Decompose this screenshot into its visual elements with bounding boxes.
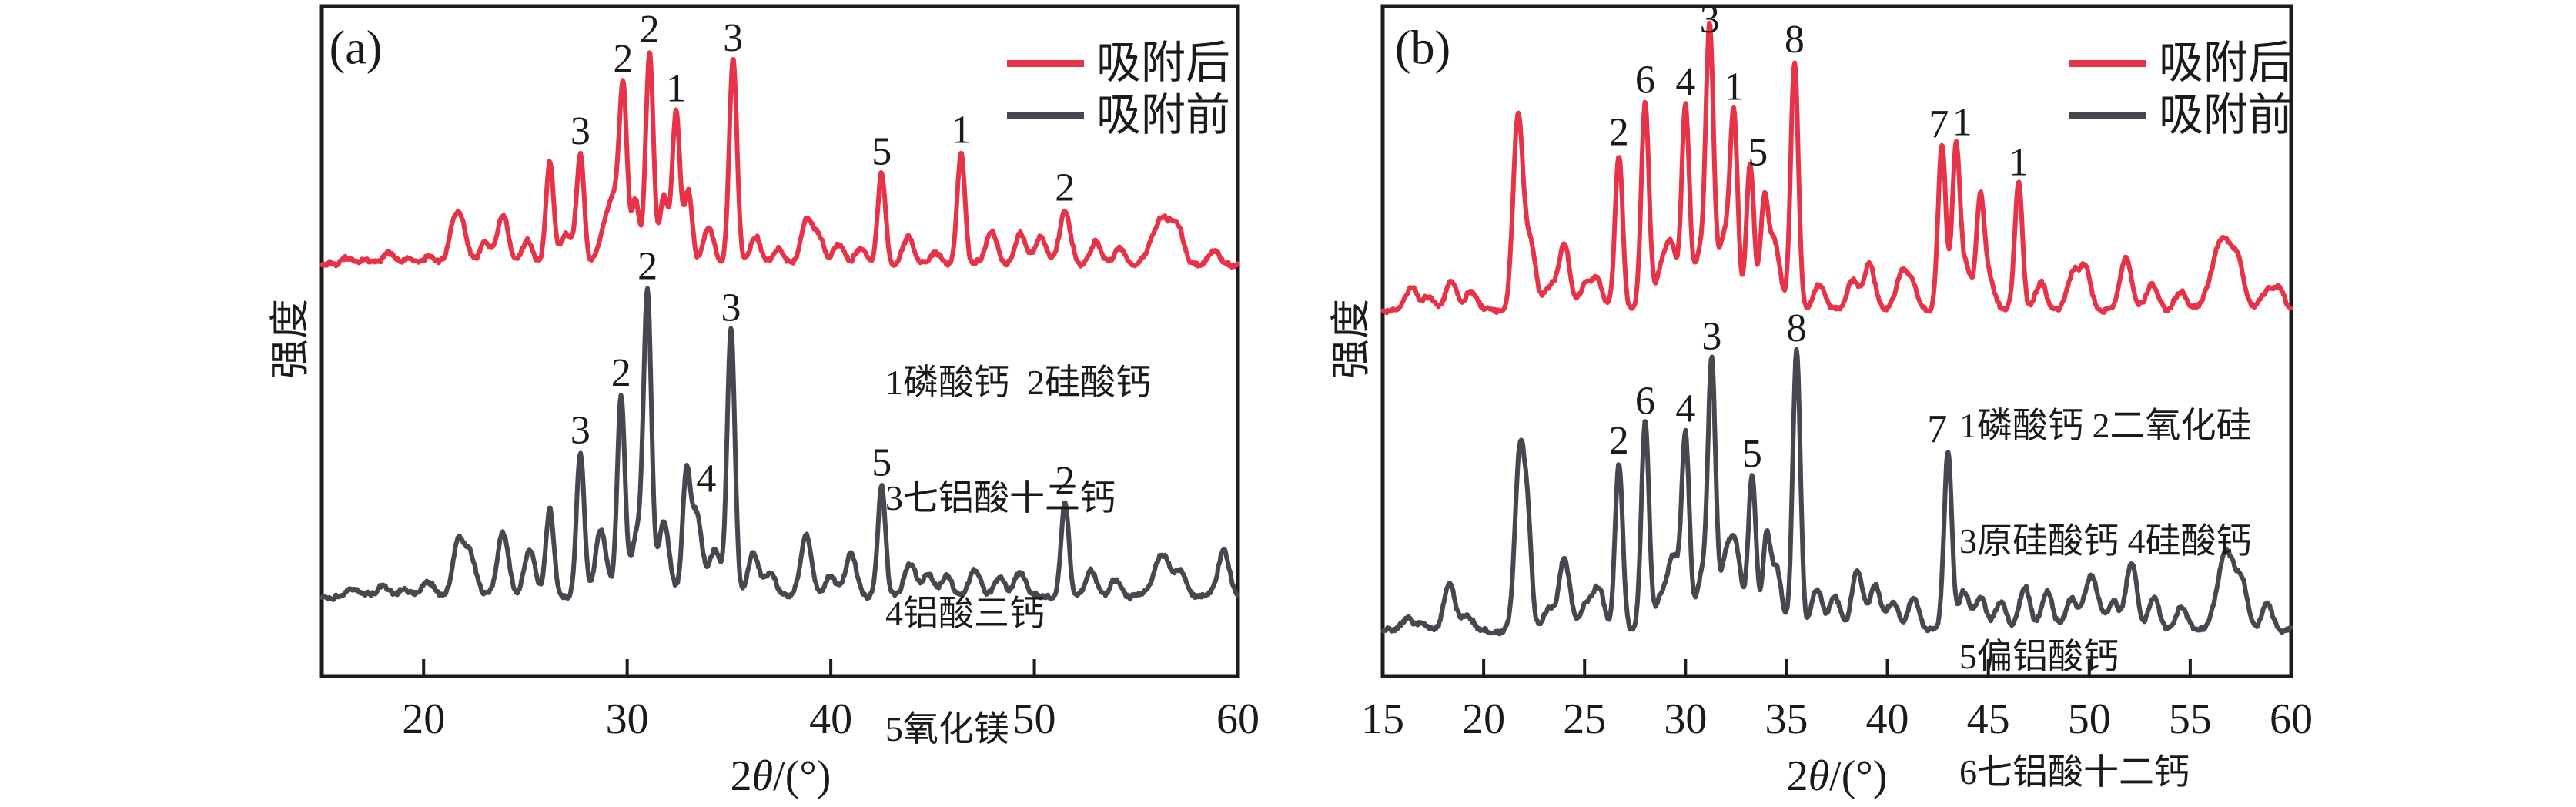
peak-label-1-(b): 1: [1952, 100, 1972, 144]
legend-line-before-icon: [2069, 112, 2146, 119]
x-tick-label: 40: [809, 695, 852, 743]
phase-key-a: 1磷酸钙 2硅酸钙 3七铝酸十二钙 4铝酸三钙 5氧化镁: [885, 286, 1151, 807]
peak-label-7-(b): 7: [1927, 407, 1947, 451]
peak-label-4-(b): 4: [1675, 60, 1695, 104]
x-tick-label: 60: [1216, 695, 1260, 743]
peak-label-5-(b): 5: [1748, 131, 1768, 175]
x-title-b-suffix: /(°): [1829, 752, 1888, 800]
peak-label-1-(b): 1: [1724, 65, 1744, 109]
peak-label-2-(a): 2: [1055, 459, 1075, 503]
y-axis-label-b: 强度: [1330, 298, 1374, 380]
peak-label-1-(a): 1: [666, 67, 686, 111]
panel-a-label: (a): [329, 22, 383, 75]
x-tick-label: 20: [402, 695, 445, 743]
legend-line-before-icon: [1007, 112, 1084, 119]
peak-label-2-(a): 2: [1055, 166, 1075, 210]
phase-key-a-line4: 5氧化镁: [885, 709, 1009, 748]
phase-key-b-line2: 3原硅酸钙 4硅酸钙: [1959, 521, 2252, 561]
legend-b-after-label: 吸附后: [2159, 38, 2293, 88]
phase-key-b-line4: 6七铝酸十二钙: [1959, 752, 2190, 792]
phase-key-a-line3: 4铝酸三钙: [885, 594, 1045, 633]
peak-label-2-(a): 2: [637, 245, 657, 289]
peak-label-2-(b): 2: [1609, 111, 1629, 155]
x-tick-label: 30: [1664, 695, 1707, 743]
x-tick-label: 40: [1866, 695, 1909, 743]
peak-label-8-(b): 8: [1787, 306, 1807, 350]
x-axis-title-b: 2θ/(°): [1787, 752, 1888, 801]
curve-after-(b): [1380, 20, 2293, 316]
legend-b-after: 吸附后: [2069, 41, 2293, 85]
peak-label-2-(b): 2: [1609, 419, 1629, 463]
x-title-a-prefix: 2: [730, 752, 752, 800]
legend-a-after-label: 吸附后: [1096, 38, 1231, 88]
x-tick-label: 50: [1013, 695, 1056, 743]
legend-b-before: 吸附前: [2069, 93, 2293, 138]
legend-line-after-icon: [1007, 59, 1084, 67]
peak-label-1-(b): 1: [2009, 141, 2029, 185]
peak-label-3-(a): 3: [570, 109, 590, 153]
peak-label-2-(a): 2: [640, 8, 660, 52]
plot-frame-(b): [1380, 4, 2293, 678]
y-axis-label-a: 强度: [269, 298, 313, 380]
x-tick-label: 15: [1361, 695, 1404, 743]
legend-a-before: 吸附前: [1007, 93, 1230, 138]
legend-b-before-label: 吸附前: [2159, 90, 2293, 140]
curve-before-(a): [319, 286, 1240, 602]
x-tick-label: 25: [1563, 695, 1606, 743]
peak-label-3-(a): 3: [570, 408, 590, 452]
x-tick-label: 60: [2270, 695, 2313, 743]
legend-line-after-icon: [2069, 59, 2146, 67]
peak-label-4-(b): 4: [1675, 387, 1695, 430]
peak-label-8-(b): 8: [1785, 18, 1805, 62]
peak-label-5-(a): 5: [871, 441, 892, 485]
peak-label-6-(b): 6: [1635, 379, 1655, 423]
x-tick-label: 35: [1765, 695, 1808, 743]
peak-label-3-(a): 3: [721, 286, 741, 330]
peak-label-3-(b): 3: [1701, 315, 1721, 359]
peak-label-6-(b): 6: [1635, 59, 1655, 102]
peak-label-2-(a): 2: [611, 351, 631, 395]
x-title-b-prefix: 2: [1786, 752, 1808, 800]
peak-label-3-(b): 3: [1700, 0, 1720, 42]
peak-label-5-(a): 5: [871, 129, 892, 173]
phase-key-a-line2: 3七铝酸十二钙: [885, 478, 1116, 517]
x-tick-label: 50: [2068, 695, 2111, 743]
curve-before-(b): [1380, 347, 2293, 637]
peak-label-1-(a): 1: [951, 109, 971, 152]
phase-key-a-line1: 1磷酸钙 2硅酸钙: [885, 363, 1151, 402]
peak-label-3-(a): 3: [723, 16, 743, 60]
x-tick-label: 30: [606, 695, 649, 743]
x-title-b-theta: θ: [1808, 752, 1830, 800]
x-tick-label: 45: [1967, 695, 2010, 743]
legend-a-after: 吸附后: [1007, 41, 1230, 85]
phase-key-b-line1: 1磷酸钙 2二氧化硅: [1959, 406, 2252, 445]
x-title-a-suffix: /(°): [773, 752, 831, 800]
plot-frame-(a): [319, 4, 1240, 678]
phase-key-b: 1磷酸钙 2二氧化硅 3原硅酸钙 4硅酸钙 5偏铝酸钙 6七铝酸十二钙 7偏氢氧…: [1959, 330, 2252, 807]
x-tick-label: 20: [1462, 695, 1505, 743]
panel-b-label: (b): [1394, 22, 1451, 75]
x-title-a-theta: θ: [751, 752, 774, 800]
peak-label-5-(b): 5: [1742, 432, 1762, 476]
peak-label-7-(b): 7: [1929, 102, 1949, 146]
curve-after-(a): [319, 50, 1240, 270]
peak-label-4-(a): 4: [696, 457, 716, 501]
x-tick-label: 55: [2169, 695, 2212, 743]
phase-key-b-line3: 5偏铝酸钙: [1959, 637, 2119, 676]
peak-label-2-(a): 2: [613, 37, 633, 81]
legend-a-before-label: 吸附前: [1096, 90, 1231, 140]
x-axis-title-a: 2θ/(°): [731, 752, 831, 801]
